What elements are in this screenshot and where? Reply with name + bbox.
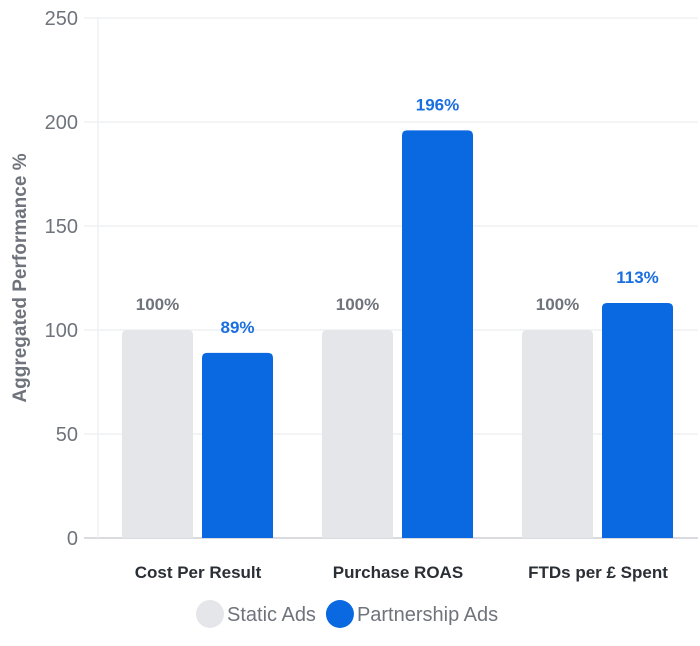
legend-label: Partnership Ads — [357, 604, 498, 626]
x-tick-label: FTDs per £ Spent — [528, 563, 668, 582]
bar-partnership-ads[interactable] — [402, 130, 473, 538]
legend-swatch — [196, 600, 224, 628]
legend-item[interactable]: Static Ads — [196, 600, 316, 628]
bar-partnership-ads[interactable] — [202, 352, 273, 538]
y-tick-label: 100 — [45, 320, 78, 342]
data-label: 100% — [536, 295, 579, 314]
data-label: 113% — [616, 268, 659, 287]
y-tick-label: 0 — [67, 528, 78, 550]
data-label: 100% — [136, 295, 179, 314]
y-tick-label: 150 — [45, 216, 78, 238]
legend-swatch — [325, 600, 354, 628]
data-label: 100% — [336, 295, 379, 314]
x-tick-label: Cost Per Result — [135, 563, 262, 582]
bar-partnership-ads[interactable] — [602, 302, 673, 538]
legend-label: Static Ads — [227, 604, 316, 626]
y-tick-label: 250 — [45, 8, 78, 30]
bar-static-ads[interactable] — [522, 330, 593, 538]
bar-static-ads[interactable] — [322, 330, 393, 538]
y-axis-label: Aggregated Performance % — [10, 153, 31, 402]
data-label: 196% — [416, 95, 459, 114]
bar-static-ads[interactable] — [122, 330, 193, 538]
legend-item[interactable]: Partnership Ads — [325, 600, 498, 628]
x-tick-label: Purchase ROAS — [333, 563, 463, 582]
y-tick-label: 50 — [56, 424, 78, 446]
data-label: 89% — [220, 318, 254, 337]
y-tick-label: 200 — [45, 112, 78, 134]
